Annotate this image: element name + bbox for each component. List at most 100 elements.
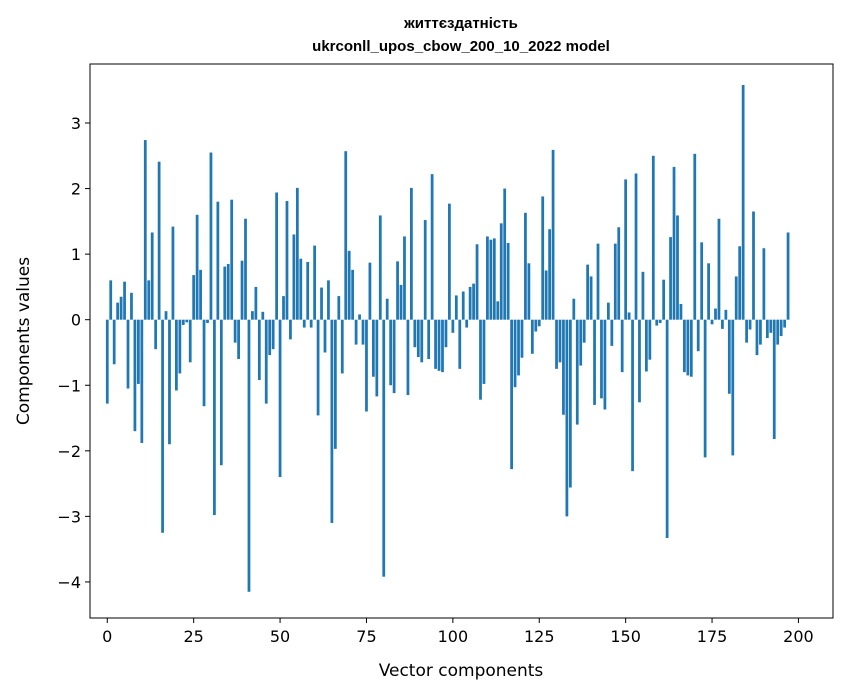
bar-component-193: [772, 319, 776, 440]
bar-component-185: [745, 319, 748, 343]
bar-component-123: [530, 319, 534, 354]
bar-component-89: [413, 319, 417, 348]
bar-component-163: [669, 237, 672, 320]
bar-component-84: [396, 261, 399, 320]
bar-component-8: [133, 319, 137, 432]
bar-component-160: [658, 319, 662, 323]
bar-component-88: [410, 187, 413, 320]
bar-component-86: [403, 236, 406, 320]
bar-component-144: [603, 319, 607, 410]
bar-component-28: [202, 319, 206, 407]
bar-component-171: [696, 319, 700, 352]
bar-component-119: [517, 319, 520, 376]
bar-component-182: [734, 276, 738, 320]
bar-component-44: [257, 319, 261, 381]
bar-component-21: [178, 319, 182, 374]
bar-component-68: [340, 319, 344, 374]
bar-component-152: [631, 319, 634, 472]
bar-component-143: [600, 319, 603, 399]
y-tick-label-3: 0: [71, 311, 81, 330]
bar-component-197: [786, 232, 790, 320]
bar-component-27: [199, 269, 202, 320]
bar-component-10: [140, 319, 144, 443]
bar-component-154: [638, 319, 641, 403]
bar-component-134: [568, 319, 572, 488]
bar-component-71: [351, 269, 355, 320]
bar-component-24: [188, 319, 192, 363]
bar-component-1: [109, 280, 113, 320]
plot-frame: [89, 63, 834, 619]
x-tick-label-25: 25: [183, 627, 203, 646]
bar-component-186: [748, 319, 752, 330]
bar-component-151: [627, 312, 631, 320]
bar-component-95: [434, 319, 437, 369]
bar-component-61: [316, 319, 320, 416]
bars-group: [105, 84, 790, 592]
bar-component-32: [216, 201, 220, 320]
bar-component-70: [347, 250, 351, 320]
bar-component-173: [703, 319, 707, 458]
y-tick-label-4: −1: [57, 376, 81, 395]
bar-component-55: [295, 187, 299, 320]
bar-component-7: [130, 292, 133, 320]
bar-component-67: [337, 296, 341, 320]
bar-component-52: [285, 201, 289, 320]
x-tick-label-200: 200: [783, 627, 814, 646]
bar-component-38: [237, 319, 240, 360]
bar-component-161: [662, 279, 666, 320]
bar-component-30: [209, 152, 213, 320]
bar-component-121: [524, 212, 527, 320]
bar-component-164: [672, 166, 676, 320]
bar-component-117: [510, 319, 513, 470]
x-tick-label-100: 100: [438, 627, 469, 646]
bar-component-90: [416, 319, 420, 358]
bar-component-98: [444, 319, 448, 348]
bar-component-37: [233, 319, 237, 343]
bar-component-48: [271, 319, 275, 350]
bar-component-135: [572, 298, 576, 320]
bar-component-141: [593, 319, 596, 405]
bar-component-47: [268, 319, 272, 356]
bar-component-188: [755, 319, 759, 356]
bar-component-167: [683, 319, 686, 373]
x-tick-label-50: 50: [270, 627, 290, 646]
bar-component-45: [261, 311, 265, 320]
bar-component-39: [240, 260, 244, 320]
bar-component-20: [175, 319, 178, 391]
bar-component-77: [371, 319, 375, 377]
bar-component-94: [430, 174, 434, 320]
bar-component-128: [548, 229, 551, 320]
bar-component-14: [154, 319, 158, 350]
bar-component-99: [448, 203, 451, 320]
bar-component-124: [534, 319, 538, 332]
bar-component-41: [247, 319, 251, 592]
bar-component-56: [299, 258, 303, 320]
bar-component-115: [503, 188, 507, 320]
bar-component-125: [537, 319, 541, 327]
bar-component-49: [275, 192, 278, 320]
bar-component-22: [181, 319, 185, 325]
bar-component-176: [714, 308, 717, 320]
bar-component-110: [486, 236, 489, 320]
bar-component-162: [665, 319, 669, 539]
bar-component-179: [724, 309, 728, 320]
bar-component-75: [365, 319, 368, 412]
bar-component-2: [112, 319, 116, 365]
bar-component-101: [454, 295, 458, 320]
bar-component-58: [306, 262, 310, 320]
bar-component-17: [164, 311, 168, 320]
bar-component-104: [465, 319, 469, 328]
bar-component-118: [513, 319, 517, 388]
bar-component-53: [289, 319, 292, 340]
bar-component-62: [320, 287, 323, 320]
x-axis-label: Vector components: [379, 661, 544, 681]
bar-component-78: [375, 319, 379, 397]
bar-component-105: [468, 286, 472, 320]
bar-component-96: [437, 319, 441, 371]
bar-component-146: [610, 319, 614, 346]
bar-component-85: [399, 284, 403, 320]
bar-component-165: [676, 215, 679, 320]
bar-component-175: [710, 319, 714, 325]
y-tick-label-7: −4: [57, 573, 81, 592]
